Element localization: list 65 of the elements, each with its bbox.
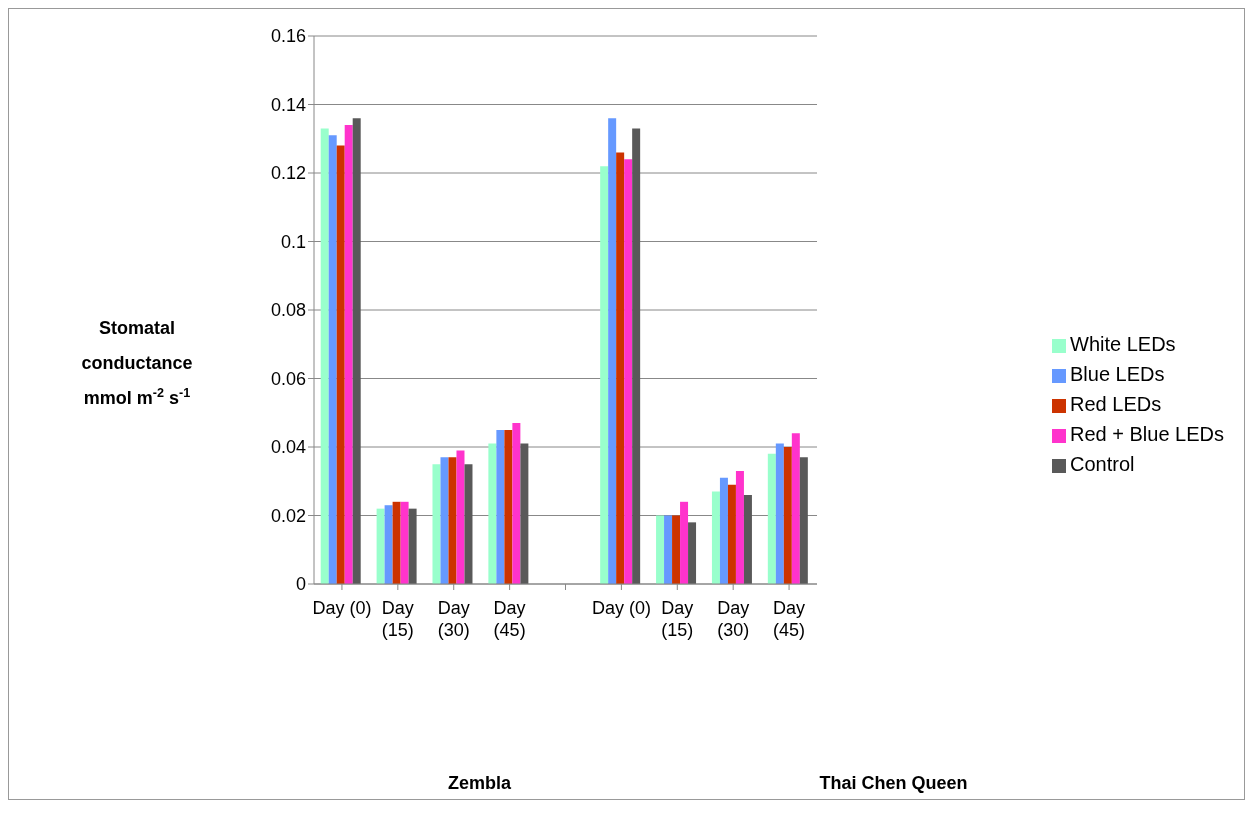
bar: [488, 443, 497, 584]
bar: [743, 494, 752, 584]
x-tick-label: Day (30): [717, 598, 750, 640]
bar: [496, 429, 505, 584]
x-tick-label: Day (15): [381, 598, 414, 640]
legend-label: Red LEDs: [1070, 393, 1162, 415]
bar: [791, 433, 800, 584]
bar: [320, 128, 329, 584]
bar: [664, 515, 673, 584]
bar: [392, 501, 401, 584]
y-tick-label: 0.16: [270, 26, 306, 47]
bar: [504, 429, 513, 584]
bar: [624, 159, 633, 584]
bar: [680, 501, 689, 584]
x-tick-label: Day (0): [312, 598, 372, 618]
y-axis-title: Stomatal conductance mmol m$^{-2}$ s$^{-1}$: [81, 318, 193, 408]
bar: [783, 447, 792, 584]
bar: [448, 457, 457, 584]
bar: [384, 505, 393, 584]
x-tick-label: Day (30): [437, 598, 470, 640]
x-tick-label: Day (45): [493, 598, 526, 640]
bar: [767, 453, 776, 584]
bar: [711, 491, 720, 584]
bar: [735, 470, 744, 584]
bar: [432, 464, 441, 584]
bar: [727, 484, 736, 584]
bar: [600, 166, 609, 584]
legend-label: Control: [1070, 453, 1135, 475]
x-tick-label: Day (45): [773, 598, 806, 640]
bar: [408, 508, 417, 584]
legend-label: White LEDs: [1070, 333, 1176, 355]
text: Zembla: [448, 773, 513, 793]
bar: [775, 443, 784, 584]
bar: [512, 423, 521, 584]
bar: [328, 135, 337, 584]
y-tick-label: 0.02: [270, 505, 306, 526]
bar: [719, 477, 728, 584]
y-tick-label: 0.06: [270, 368, 306, 389]
bar: [672, 515, 681, 584]
bar: [799, 457, 808, 584]
bar: [440, 457, 449, 584]
bar: [520, 443, 529, 584]
bar: [656, 515, 665, 584]
y-tick-label: 0.14: [270, 94, 306, 115]
bar: [400, 501, 409, 584]
bar: [456, 450, 465, 584]
legend-label: Blue LEDs: [1070, 363, 1165, 385]
y-tick-label: 0.08: [270, 300, 306, 321]
bar: [632, 128, 641, 584]
y-tick-label: 0.1: [280, 231, 306, 252]
bar: [464, 464, 473, 584]
x-tick-label: Day (0): [591, 598, 651, 618]
x-tick-label: Day (15): [661, 598, 694, 640]
legend-label: Red + Blue LEDs: [1070, 423, 1224, 445]
y-tick-label: 0.12: [270, 163, 306, 184]
text: Thai Chen Queen: [819, 773, 968, 793]
y-tick-label: 0.04: [270, 437, 306, 458]
bar: [608, 118, 617, 584]
bar: [376, 508, 385, 584]
bar: [688, 522, 697, 584]
bar: [616, 152, 625, 584]
y-tick-label: 0: [295, 574, 306, 595]
bar: [336, 145, 345, 584]
bar: [344, 125, 353, 584]
bar: [352, 118, 361, 584]
